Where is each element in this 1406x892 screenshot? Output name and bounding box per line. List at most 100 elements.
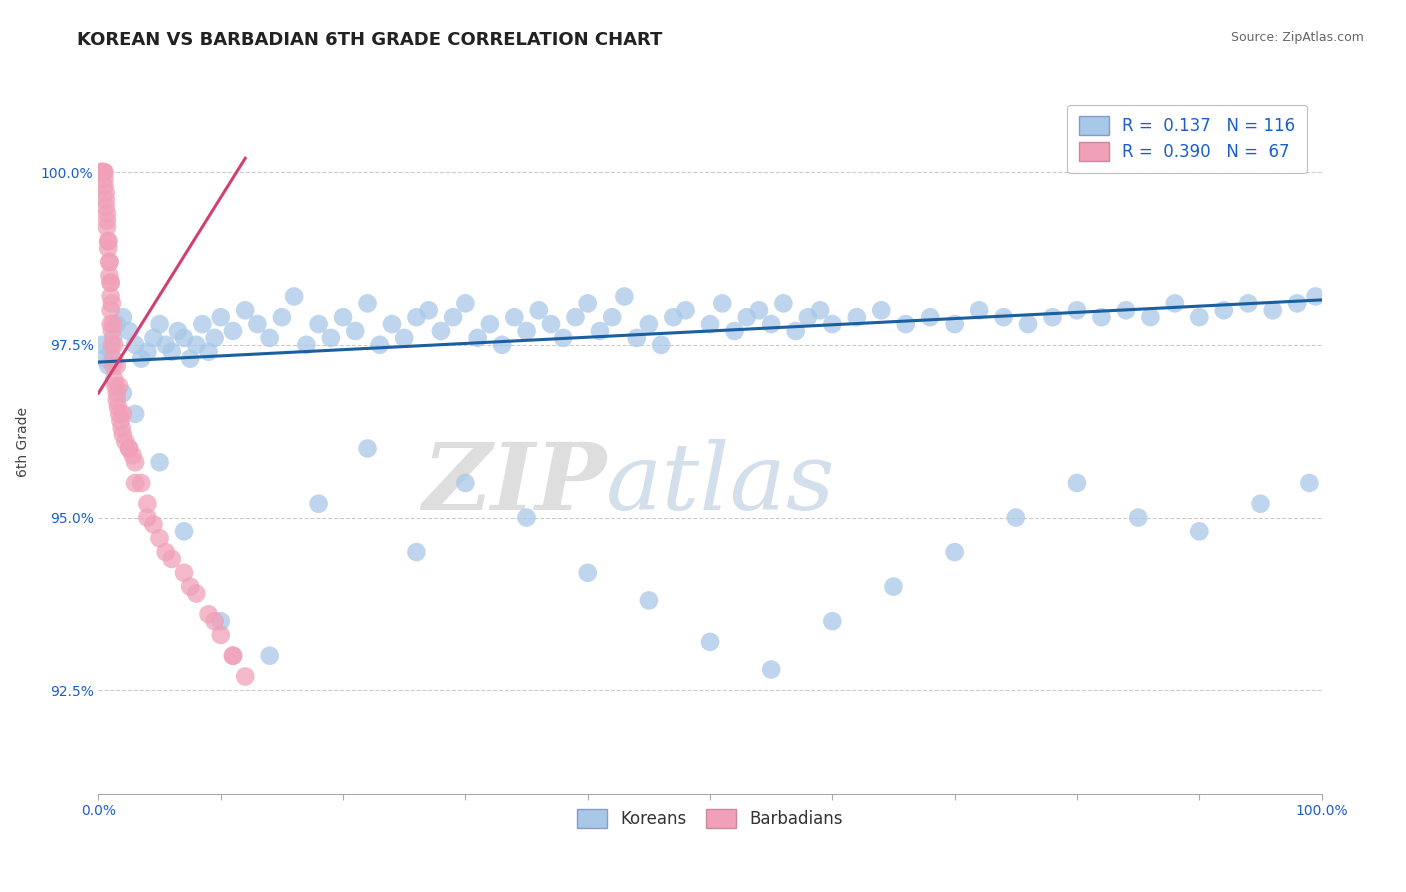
Point [527,303,550,318]
Point [405,310,427,325]
Point [1004,510,1026,524]
Point [589,324,612,338]
Point [418,303,440,318]
Point [723,324,745,338]
Point [748,303,770,318]
Text: KOREAN VS BARBADIAN 6TH GRADE CORRELATION CHART: KOREAN VS BARBADIAN 6TH GRADE CORRELATIO… [77,31,662,49]
Point [103,372,125,386]
Point [142,331,165,345]
Point [295,338,318,352]
Point [105,359,128,373]
Point [392,331,416,345]
Point [96,213,118,227]
Point [772,296,794,310]
Point [173,524,195,539]
Point [270,310,294,325]
Point [943,317,966,331]
Point [160,344,183,359]
Point [662,310,685,325]
Point [101,331,124,345]
Point [319,331,342,345]
Point [454,296,477,310]
Point [111,407,134,421]
Point [553,331,575,345]
Point [1066,475,1088,490]
Point [160,552,183,566]
Point [101,324,124,338]
Point [136,497,159,511]
Point [308,317,330,331]
Point [91,165,114,179]
Point [197,344,219,359]
Point [259,648,281,663]
Point [149,455,172,469]
Point [503,310,526,325]
Point [821,317,844,331]
Point [105,393,128,408]
Point [173,566,195,580]
Point [711,296,734,310]
Point [1139,310,1161,325]
Point [96,220,118,235]
Point [204,331,226,345]
Point [91,165,114,179]
Point [124,338,146,352]
Point [101,351,124,366]
Point [191,317,214,331]
Point [797,310,820,325]
Point [246,317,269,331]
Point [870,303,893,318]
Point [209,614,232,628]
Point [1286,296,1309,310]
Point [101,296,124,310]
Point [107,400,129,414]
Point [637,593,661,607]
Y-axis label: 6th Grade: 6th Grade [15,407,30,476]
Point [204,614,226,628]
Point [1261,303,1284,318]
Point [808,303,831,318]
Point [100,276,122,290]
Point [124,407,146,421]
Point [111,427,134,442]
Point [430,324,453,338]
Point [93,165,115,179]
Point [103,338,125,352]
Point [149,317,172,331]
Point [222,648,245,663]
Point [108,379,131,393]
Point [118,324,141,338]
Point [91,338,114,352]
Point [124,475,146,490]
Point [98,255,121,269]
Point [142,517,165,532]
Point [101,317,124,331]
Point [626,331,648,345]
Point [540,317,562,331]
Point [105,386,128,401]
Point [613,289,636,303]
Point [104,379,127,393]
Point [368,338,391,352]
Point [114,434,136,449]
Point [564,310,586,325]
Point [650,338,672,352]
Point [186,338,208,352]
Point [821,614,844,628]
Point [454,475,477,490]
Point [136,510,159,524]
Point [1188,310,1211,325]
Point [1042,310,1064,325]
Point [108,407,131,421]
Point [761,317,783,331]
Point [478,317,501,331]
Point [101,359,124,373]
Point [222,648,245,663]
Point [516,324,538,338]
Point [91,165,114,179]
Legend: Koreans, Barbadians: Koreans, Barbadians [571,802,849,835]
Text: Source: ZipAtlas.com: Source: ZipAtlas.com [1230,31,1364,45]
Point [91,165,114,179]
Point [381,317,404,331]
Point [1090,310,1112,325]
